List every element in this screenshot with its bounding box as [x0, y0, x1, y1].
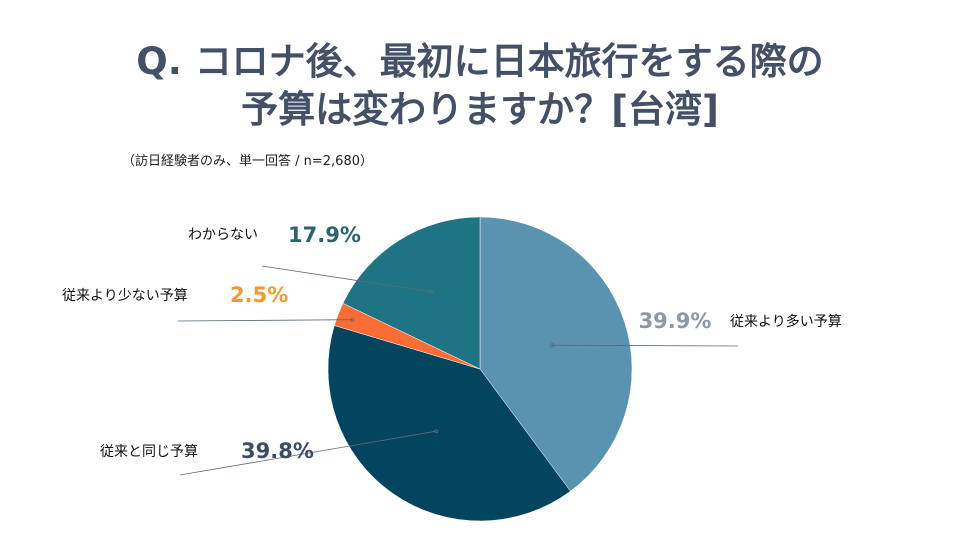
chart-title: Q. コロナ後、最初に日本旅行をする際の 予算は変わりますか？[台湾] [0, 38, 960, 134]
slice-label-2: 従来より少ない予算 [62, 288, 188, 304]
leader-dot-0 [550, 343, 555, 348]
leader-dot-1 [434, 429, 439, 434]
pie-slice-3 [342, 216, 481, 370]
slice-label-0: 従来より多い予算 [730, 313, 842, 330]
leader-line-1 [179, 430, 437, 476]
slice-value-0: 39.9% [639, 309, 712, 333]
chart-title-line1: Q. コロナ後、最初に日本旅行をする際の [136, 40, 824, 83]
leader-line-3 [261, 265, 432, 293]
leader-line-0 [552, 344, 739, 347]
chart-subtitle: （訪日経験者のみ、単一回答 / n=2,680） [122, 154, 373, 169]
leader-dot-3 [429, 289, 434, 294]
pie-slice-0 [479, 216, 633, 492]
slice-label-1: 従来と同じ予算 [100, 444, 198, 460]
pie-slice-1 [327, 325, 571, 522]
slice-value-2: 2.5% [230, 283, 288, 307]
slice-value-3: 17.9% [288, 223, 361, 247]
chart-title-line2: 予算は変わりますか？[台湾] [241, 88, 719, 131]
slice-value-1: 39.8% [241, 439, 314, 463]
leader-line-2 [177, 319, 353, 322]
leader-dot-2 [350, 317, 355, 322]
slice-label-3: わからない [188, 227, 258, 243]
